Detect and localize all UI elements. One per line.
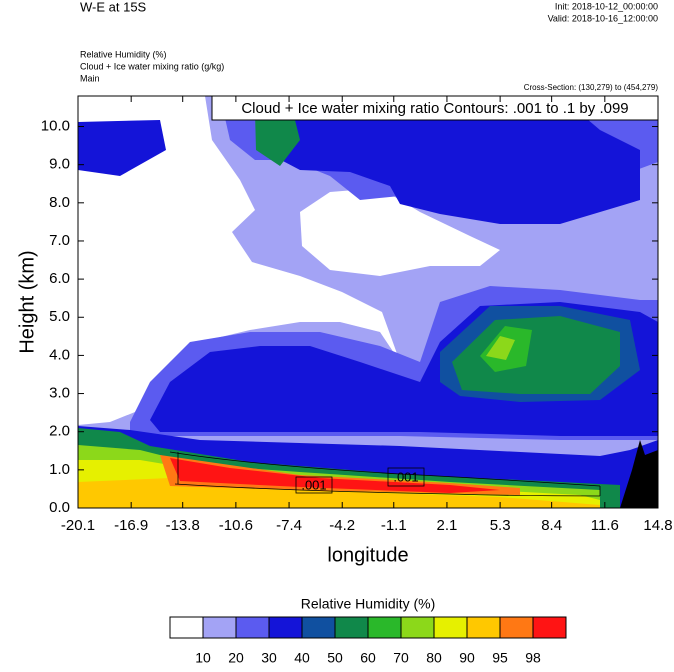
colorbar-label: 40 <box>294 650 310 666</box>
colorbar-box <box>367 616 402 639</box>
x-tick-label: 2.1 <box>437 517 458 534</box>
x-tick-label: -13.8 <box>166 517 200 534</box>
run-name: Main <box>80 73 100 83</box>
y-tick-label: 5.0 <box>49 308 70 325</box>
x-tick-label: -1.1 <box>381 517 407 534</box>
colorbar-box <box>301 616 336 639</box>
contour-label-box <box>387 467 425 487</box>
x-tick-label: -10.6 <box>219 517 253 534</box>
info-box <box>211 95 659 121</box>
rh-region <box>452 316 620 394</box>
contour-title: Cloud + Ice water mixing ratio (g/kg) <box>80 61 224 71</box>
x-axis-title: longitude <box>327 544 408 566</box>
colorbar-box <box>400 616 435 639</box>
colorbar-label: 30 <box>261 650 277 666</box>
rh-region <box>250 96 640 224</box>
colorbar-box <box>169 616 204 639</box>
colorbar-label: 70 <box>393 650 409 666</box>
rh-region <box>78 96 400 425</box>
rh-region <box>78 120 166 176</box>
info-text: Cloud + Ice water mixing ratio Contours:… <box>241 100 628 117</box>
colorbar-label: 80 <box>426 650 442 666</box>
contour-label-box <box>295 476 333 494</box>
x-tick-label: -7.4 <box>276 517 302 534</box>
field <box>78 96 658 508</box>
y-tick-label: 7.0 <box>49 232 70 249</box>
colorbar-box <box>433 616 468 639</box>
init-time: Init: 2018-10-12_00:00:00 <box>555 1 658 11</box>
overlay: .001 .001 <box>169 451 601 497</box>
terrain <box>620 440 658 508</box>
colorbar-label: 90 <box>459 650 475 666</box>
x-tick-label: 11.6 <box>591 517 619 534</box>
colorbar-label: 10 <box>195 650 211 666</box>
colorbar-label: 60 <box>360 650 376 666</box>
contour-line <box>169 451 601 497</box>
colorbar-box <box>202 616 237 639</box>
colorbar-box <box>235 616 270 639</box>
valid-time: Valid: 2018-10-16_12:00:00 <box>548 13 658 23</box>
y-tick-label: 2.0 <box>49 423 70 440</box>
colorbar-title: Relative Humidity (%) <box>301 596 436 612</box>
chart-title: W-E at 15S <box>80 0 147 14</box>
x-tick-label: -16.9 <box>114 517 148 534</box>
colorbar-label: 95 <box>492 650 508 666</box>
x-tick-label: -4.2 <box>329 517 355 534</box>
x-tick-label: -20.1 <box>61 517 95 534</box>
x-tick-label: 5.3 <box>490 517 511 534</box>
y-tick-label: 3.0 <box>49 385 70 402</box>
colorbar-box <box>334 616 369 639</box>
colorbar-label: 50 <box>327 650 343 666</box>
colorbar-box <box>268 616 303 639</box>
colorbar-box <box>499 616 534 639</box>
y-tick-label: 6.0 <box>49 270 70 287</box>
y-tick-label: 0.0 <box>49 499 70 516</box>
colorbar-box <box>466 616 501 639</box>
rh-region <box>170 458 500 493</box>
y-tick-label: 1.0 <box>49 461 70 478</box>
x-tick-label: 8.4 <box>541 517 562 534</box>
colorbar-label: 20 <box>228 650 244 666</box>
y-tick-label: 4.0 <box>49 346 70 363</box>
y-axis-title: Height (km) <box>16 250 38 353</box>
y-tick-label: 8.0 <box>49 194 70 211</box>
rh-region <box>486 336 515 360</box>
field-title: Relative Humidity (%) <box>80 49 167 59</box>
contour-label: .001 <box>301 477 326 492</box>
y-tick-label: 9.0 <box>49 156 70 173</box>
x-tick-label: 14.8 <box>643 517 672 534</box>
colorbar-label: 98 <box>525 650 541 666</box>
cross-section: Cross-Section: (130,279) to (454,279) <box>524 83 659 92</box>
rh-region <box>300 188 500 276</box>
y-tick-label: 10.0 <box>41 117 70 134</box>
colorbar-box <box>532 616 567 639</box>
contour-label: .001 <box>393 469 418 484</box>
